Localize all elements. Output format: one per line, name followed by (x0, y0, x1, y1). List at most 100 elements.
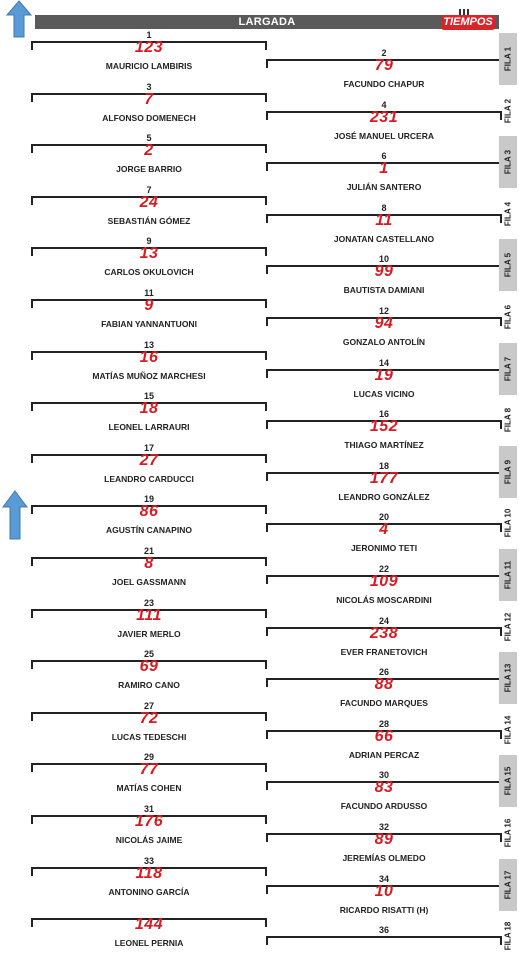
grid-slot: 31 176 NICOLÁS JAIME (31, 803, 267, 849)
grid-box (31, 453, 267, 463)
row-label: FILA 18 (499, 910, 517, 962)
row-label-text: FILA 9 (503, 459, 513, 484)
row-label: FILA 1 (499, 33, 517, 85)
driver-name: BAUTISTA DAMIANI (343, 285, 425, 296)
grid-position: 15 (143, 391, 154, 402)
row-label-text: FILA 14 (503, 715, 513, 745)
grid-slot: 28 66 ADRIAN PERCAZ (266, 718, 502, 764)
driver-name: LEANDRO CARDUCCI (104, 473, 194, 484)
grid-slot: 144 LEONEL PERNIA (31, 906, 267, 952)
grid-position: 16 (378, 409, 389, 420)
car-number: 176 (134, 813, 164, 830)
driver-name: MATÍAS MUÑOZ MARCHESI (92, 370, 206, 381)
row-label: FILA 13 (499, 652, 517, 705)
car-number: 8 (144, 555, 154, 572)
row-label: FILA 14 (499, 704, 517, 756)
grid-slot: 15 18 LEONEL LARRAURI (31, 390, 267, 436)
driver-name: EVER FRANETOVICH (340, 646, 428, 657)
car-number: 94 (374, 315, 394, 332)
driver-name: NICOLÁS JAIME (115, 835, 183, 845)
grid-box (31, 608, 267, 618)
driver-name: AGUSTÍN CANAPINO (106, 525, 192, 536)
grid-slot: 26 88 FACUNDO MARQUES (266, 666, 502, 712)
grid-slot: 36 (266, 924, 502, 970)
driver-name: RAMIRO CANO (118, 680, 180, 691)
grid-position: 34 (378, 873, 389, 884)
driver-name: LEONEL PERNIA (114, 938, 184, 949)
car-number: 72 (139, 709, 159, 727)
car-number: 27 (139, 451, 159, 469)
grid-slot: 14 19 LUCAS VICINO (266, 357, 502, 403)
grid-position: 1 (146, 30, 152, 40)
grid-box (31, 711, 267, 721)
grid-box (266, 729, 502, 739)
row-label-text: FILA 12 (503, 612, 513, 641)
row-label-text: FILA 17 (503, 870, 513, 899)
grid-position: 3 (146, 81, 152, 92)
row-label: FILA 10 (499, 497, 517, 549)
car-number: 231 (369, 108, 399, 126)
driver-name: JEREMÍAS OLMEDO (342, 853, 426, 863)
grid-position: 36 (378, 925, 389, 936)
car-number: 2 (144, 142, 154, 160)
grid-position: 5 (146, 133, 152, 144)
row-label: FILA 3 (499, 136, 517, 189)
row-label-text: FILA 10 (503, 509, 513, 538)
grid-position: 21 (143, 546, 154, 556)
grid-position: 8 (381, 202, 387, 213)
grid-slot: 21 8 JOEL GASSMANN (31, 545, 267, 591)
grid-slot: 16 152 THIAGO MARTÍNEZ (266, 408, 502, 454)
grid-position: 14 (378, 357, 389, 368)
grid-slot: 9 13 CARLOS OKULOVICH (31, 235, 267, 281)
car-number: 1 (379, 160, 389, 178)
car-number: 77 (139, 761, 159, 779)
row-label-text: FILA 11 (503, 560, 513, 590)
grid-slot: 11 9 FABIAN YANNANTUONI (31, 287, 267, 333)
grid-slot: 18 177 LEANDRO GONZÁLEZ (266, 460, 502, 506)
grid-position: 2 (381, 48, 387, 58)
grid-box (266, 213, 502, 223)
driver-name: ANTONINO GARCÍA (108, 886, 190, 897)
row-label-text: FILA 3 (503, 150, 513, 175)
row-label-text: FILA 13 (503, 663, 513, 693)
grid-box (266, 626, 502, 636)
driver-name: LUCAS VICINO (353, 388, 415, 399)
car-number: 238 (369, 624, 399, 642)
driver-name: JOSÉ MANUEL URCERA (334, 130, 434, 141)
car-number: 144 (134, 916, 164, 934)
grid-box (266, 420, 502, 430)
grid-position: 33 (143, 855, 154, 866)
checkered-flag-icon (459, 9, 470, 17)
grid-slot: 2 79 FACUNDO CHAPUR (266, 47, 502, 93)
row-label-text: FILA 15 (503, 767, 513, 796)
grid-box (31, 195, 267, 205)
grid-position: 17 (143, 442, 154, 453)
grid-slot: 24 238 EVER FRANETOVICH (266, 615, 502, 661)
grid-position: 12 (378, 306, 389, 316)
grid-slot: 12 94 GONZALO ANTOLÍN (266, 305, 502, 351)
driver-name: FABIAN YANNANTUONI (101, 319, 197, 329)
grid-slot: 17 27 LEANDRO CARDUCCI (31, 442, 267, 488)
driver-name: ALFONSO DOMENECH (102, 112, 196, 123)
grid-position: 26 (378, 667, 389, 678)
grid-position: 32 (378, 822, 389, 832)
grid-slot: 8 11 JONATAN CASTELLANO (266, 202, 502, 248)
driver-name: FACUNDO ARDUSSO (340, 801, 428, 812)
up-arrow-icon (6, 0, 32, 38)
grid-box (266, 317, 502, 326)
grid-box (31, 402, 267, 412)
grid-slot: 34 10 RICARDO RISATTI (H) (266, 873, 502, 919)
grid-box (266, 833, 502, 842)
row-label-text: FILA 18 (503, 921, 513, 951)
driver-name: MATÍAS COHEN (116, 783, 182, 794)
car-number: 24 (139, 193, 159, 211)
row-label: FILA 5 (499, 239, 517, 292)
grid-slot: 13 16 MATÍAS MUÑOZ MARCHESI (31, 339, 267, 385)
car-number: 16 (139, 348, 159, 366)
row-label-text: FILA 16 (503, 818, 513, 848)
logo-text: TIEMPOS (441, 15, 495, 30)
grid-position: 19 (143, 494, 154, 505)
row-label-text: FILA 1 (503, 46, 513, 72)
row-label: FILA 8 (499, 394, 517, 446)
row-label: FILA 9 (499, 445, 517, 498)
